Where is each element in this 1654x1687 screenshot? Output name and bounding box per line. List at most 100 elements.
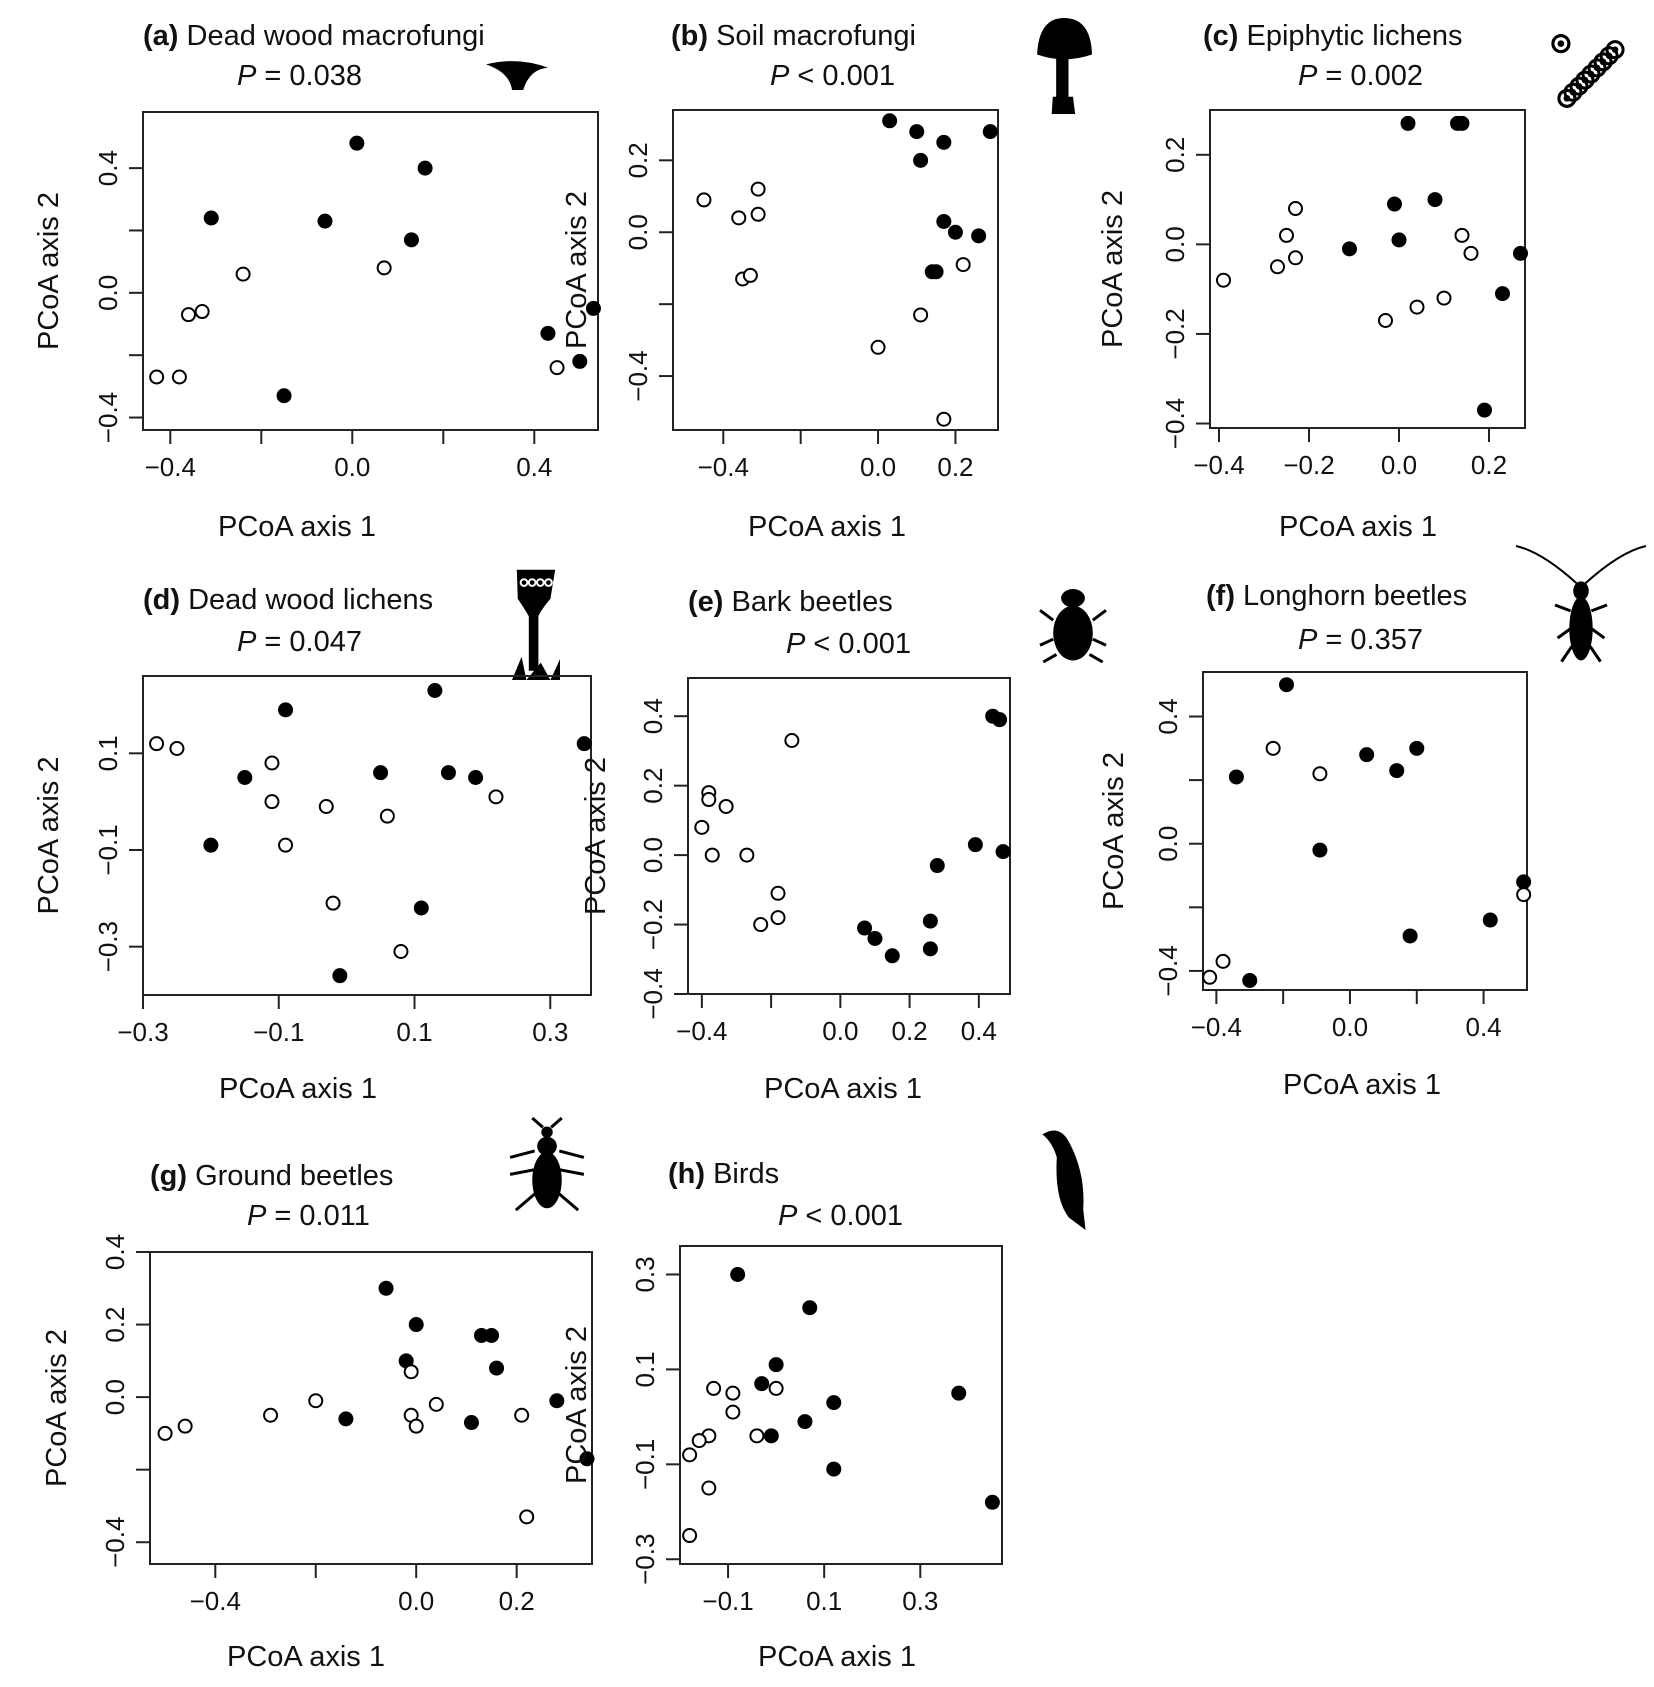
open-point (1279, 227, 1294, 243)
y-tick-label: 0.0 (1160, 226, 1190, 262)
open-point (149, 736, 165, 752)
filled-point (1228, 769, 1244, 785)
p-value-text: = 0.002 (1325, 60, 1423, 92)
p-value-text: = 0.038 (264, 60, 362, 92)
y-axis-title: PCoA axis 2 (561, 1326, 593, 1484)
filled-point (278, 702, 294, 718)
y-tick-label: 0.0 (93, 275, 123, 311)
x-tick-label: −0.4 (1193, 450, 1244, 480)
filled-point (408, 1317, 424, 1333)
filled-point (463, 1415, 479, 1431)
filled-point (332, 968, 348, 984)
filled-point (992, 712, 1008, 728)
x-tick-label: −0.4 (1191, 1012, 1242, 1042)
p-value: P < 0.001 (786, 628, 911, 660)
y-axis-title: PCoA axis 2 (33, 192, 65, 350)
open-point (1270, 259, 1285, 275)
open-point (701, 792, 717, 808)
open-point (704, 847, 720, 863)
y-tick-label: −0.4 (93, 392, 123, 443)
p-value: P = 0.002 (1298, 60, 1423, 92)
x-tick-label: −0.1 (253, 1017, 304, 1047)
p-value: P < 0.001 (778, 1200, 903, 1232)
plot-frame (149, 1251, 593, 1565)
open-point (1202, 969, 1218, 985)
open-point (376, 260, 392, 276)
filled-point (540, 325, 556, 341)
open-point (149, 369, 165, 385)
open-point (1312, 766, 1328, 782)
x-tick-label: 0.0 (398, 1586, 434, 1616)
y-tick-label: −0.3 (93, 921, 123, 972)
y-tick-label: 0.4 (93, 150, 123, 186)
filled-point (922, 913, 938, 929)
p-value-text: < 0.001 (813, 628, 911, 660)
y-tick-label: −0.1 (630, 1439, 660, 1490)
filled-point (913, 152, 929, 168)
open-point (750, 181, 766, 197)
filled-point (730, 1266, 746, 1282)
open-point (731, 210, 747, 226)
filled-point (1482, 912, 1498, 928)
open-point (696, 192, 712, 208)
y-tick-label: 0.4 (100, 1234, 130, 1270)
x-tick-label: 0.0 (1381, 450, 1417, 480)
open-point (549, 360, 565, 376)
x-tick-label: −0.4 (190, 1586, 241, 1616)
y-tick-label: 0.2 (100, 1306, 130, 1342)
open-point (913, 307, 929, 323)
filled-point (951, 1385, 967, 1401)
y-tick-label: 0.2 (1160, 137, 1190, 173)
open-point (318, 799, 334, 814)
filled-point (928, 264, 944, 280)
filled-point (417, 160, 433, 176)
open-point (171, 369, 187, 385)
x-tick-label: 0.0 (1332, 1012, 1368, 1042)
open-point (488, 789, 504, 805)
panel-title-text: Dead wood lichens (188, 584, 434, 616)
x-tick-label: −0.3 (117, 1017, 168, 1047)
filled-point (936, 213, 952, 229)
filled-point (1450, 115, 1465, 131)
panel-title-text: Epiphytic lichens (1246, 20, 1463, 52)
y-tick-label: 0.1 (630, 1351, 660, 1387)
x-tick-label: 0.3 (532, 1017, 568, 1047)
x-axis-title: PCoA axis 1 (748, 511, 906, 543)
filled-point (1495, 286, 1510, 302)
panel-label: (a) (143, 20, 179, 52)
panel-title: (d) Dead wood lichens (143, 584, 433, 617)
panel-title-text: Ground beetles (195, 1160, 394, 1192)
open-point (1463, 245, 1479, 261)
filled-point (398, 1353, 414, 1369)
open-point (1265, 740, 1281, 756)
open-point (308, 1393, 324, 1409)
filled-point (203, 837, 219, 853)
y-axis-title: PCoA axis 2 (1098, 752, 1130, 910)
x-axis-title: PCoA axis 1 (764, 1073, 922, 1105)
y-axis-title: PCoA axis 2 (580, 757, 612, 915)
p-value-text: = 0.011 (274, 1200, 370, 1232)
filled-point (1427, 192, 1443, 208)
filled-point (826, 1395, 842, 1411)
y-tick-label: 0.4 (1153, 698, 1183, 734)
open-point (278, 837, 294, 853)
x-tick-label: 0.1 (806, 1586, 842, 1616)
filled-point (373, 765, 389, 781)
filled-point (427, 683, 443, 698)
open-point (403, 1407, 419, 1423)
y-axis-title: PCoA axis 2 (1097, 190, 1129, 348)
open-point (768, 1380, 784, 1396)
filled-point (440, 765, 456, 781)
filled-point (754, 1376, 770, 1392)
filled-point (1387, 196, 1402, 212)
filled-point (763, 1428, 779, 1444)
panel-label: (c) (1203, 20, 1239, 52)
filled-point (971, 228, 987, 244)
open-point (1454, 227, 1470, 243)
plot-frame (679, 1245, 1003, 1565)
open-point (784, 733, 800, 749)
open-point (1409, 299, 1425, 315)
filled-point (572, 353, 588, 369)
